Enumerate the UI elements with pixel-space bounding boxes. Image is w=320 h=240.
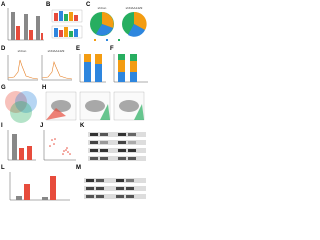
panel-label: J (40, 123, 43, 129)
panel-d: shCon shKIAA1429 (7, 49, 73, 81)
panel-l (9, 172, 70, 201)
panel-label: G (1, 85, 6, 91)
plot-title: shKIAA1429 (48, 49, 65, 53)
panel-label: A (1, 2, 6, 8)
panel-label: H (42, 85, 46, 91)
plot-title: shCon (18, 49, 27, 53)
panel-label: I (1, 123, 3, 129)
panel-m (84, 178, 146, 199)
panel-label: F (110, 46, 114, 52)
panel-h (45, 91, 145, 121)
panel-label: B (46, 2, 51, 8)
pie-title: shCon (98, 6, 107, 10)
panel-b (51, 9, 83, 39)
panel-label: L (1, 165, 5, 171)
pie-title: shKIAA1429 (126, 6, 143, 10)
panel-label: K (80, 123, 85, 129)
panel-i (7, 130, 36, 161)
panel-g (5, 91, 37, 123)
panel-j (43, 130, 76, 161)
panel-label: M (76, 165, 81, 171)
panel-a (7, 8, 44, 41)
panel-label: C (86, 2, 91, 8)
panel-f (113, 54, 148, 83)
panel-label: E (76, 46, 80, 52)
figure: A B C D E F G H I J K L M shCon shKIAA14… (1, 2, 148, 201)
panel-label: D (1, 46, 6, 52)
panel-e (79, 54, 106, 83)
panel-c: shCon shKIAA1429 (90, 6, 147, 41)
panel-k (88, 132, 146, 161)
